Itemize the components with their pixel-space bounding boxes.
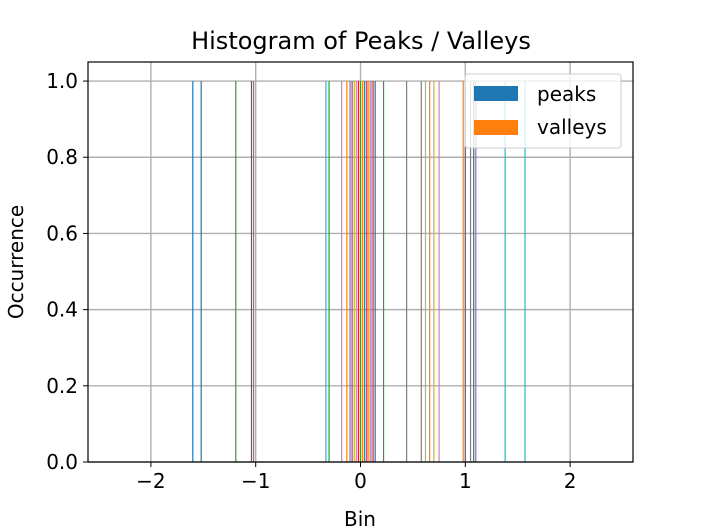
histogram-bar bbox=[235, 81, 237, 463]
histogram-bar bbox=[429, 81, 431, 463]
y-tick-label: 1.0 bbox=[46, 69, 78, 93]
histogram-bar bbox=[424, 81, 427, 463]
histogram-bar bbox=[252, 81, 255, 463]
histogram-bar bbox=[464, 81, 466, 463]
histogram-bar bbox=[374, 81, 376, 463]
y-tick-label: 0.4 bbox=[46, 298, 78, 322]
histogram-bar bbox=[355, 81, 357, 463]
histogram-bar bbox=[349, 81, 351, 463]
legend-swatch-peaks bbox=[474, 86, 518, 101]
histogram-bar bbox=[368, 81, 370, 463]
histogram-bar bbox=[473, 81, 475, 463]
histogram-bar bbox=[341, 81, 343, 463]
legend-label-peaks: peaks bbox=[537, 82, 596, 106]
histogram-bar bbox=[406, 81, 408, 463]
histogram-bar bbox=[382, 81, 385, 463]
legend: peaks valleys bbox=[464, 73, 622, 149]
x-tick-label: 0 bbox=[354, 469, 367, 493]
histogram-bar bbox=[192, 81, 194, 463]
x-tick-label: 1 bbox=[459, 469, 472, 493]
legend-label-valleys: valleys bbox=[537, 115, 607, 139]
bars bbox=[192, 81, 526, 463]
histogram-bar bbox=[469, 81, 472, 463]
histogram-bar bbox=[328, 81, 330, 463]
x-axis-ticks: −2 −1 0 1 2 bbox=[136, 462, 576, 493]
histogram-bar bbox=[438, 81, 440, 463]
histogram-bar bbox=[325, 81, 327, 463]
histogram-bar bbox=[504, 81, 506, 463]
histogram-bar bbox=[364, 81, 366, 463]
histogram-bar bbox=[433, 81, 435, 463]
histogram-bar bbox=[359, 81, 362, 463]
histogram-bar bbox=[351, 81, 353, 463]
histogram-bar bbox=[200, 81, 202, 463]
histogram-bar bbox=[370, 81, 372, 463]
histogram-bar bbox=[357, 81, 360, 463]
y-axis-label: Occurrence bbox=[4, 205, 28, 319]
y-tick-label: 0.6 bbox=[46, 221, 78, 245]
histogram-bar bbox=[361, 81, 364, 463]
histogram-bar bbox=[346, 81, 348, 463]
x-axis-label: Bin bbox=[344, 507, 376, 528]
histogram-bar bbox=[475, 81, 477, 463]
y-tick-label: 0.8 bbox=[46, 145, 78, 169]
histogram-bar bbox=[524, 81, 526, 463]
histogram-bar bbox=[372, 81, 374, 463]
histogram-bar bbox=[353, 81, 355, 463]
x-tick-label: 2 bbox=[564, 469, 577, 493]
x-tick-label: −1 bbox=[241, 469, 270, 493]
y-tick-label: 0.2 bbox=[46, 374, 78, 398]
y-tick-label: 0.0 bbox=[46, 450, 78, 474]
x-tick-label: −2 bbox=[136, 469, 165, 493]
y-axis-ticks: 0.0 0.2 0.4 0.6 0.8 1.0 bbox=[46, 69, 88, 474]
histogram-bar bbox=[250, 81, 253, 463]
histogram-bar bbox=[462, 81, 464, 463]
chart-title: Histogram of Peaks / Valleys bbox=[191, 27, 531, 55]
histogram-bar bbox=[420, 81, 422, 463]
histogram-bar bbox=[366, 81, 368, 463]
legend-swatch-valleys bbox=[474, 120, 518, 135]
